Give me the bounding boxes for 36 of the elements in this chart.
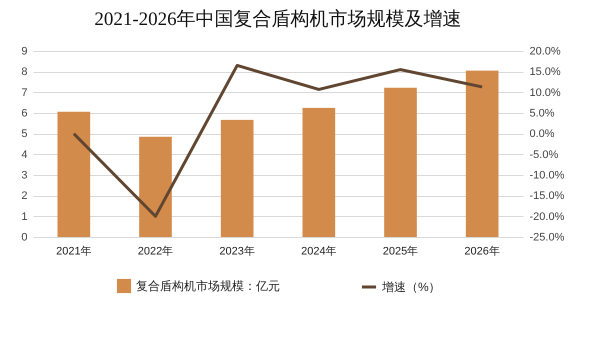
bar <box>384 88 417 237</box>
bar <box>220 120 254 237</box>
x-tick-label: 2021年 <box>56 246 92 258</box>
y-tick-label: 3 <box>21 170 28 182</box>
y-tick-label: 6 <box>21 108 28 120</box>
legend-label: 复合盾构机市场规模：亿元 <box>136 279 280 293</box>
y2-tick-label: 0.0% <box>530 128 555 140</box>
y2-tick-label: -15.0% <box>530 190 565 202</box>
y2-tick-label: 5.0% <box>530 108 555 120</box>
y2-tick-label: -5.0% <box>530 148 558 161</box>
y-tick-label: 0 <box>21 232 28 244</box>
y-tick-label: 1 <box>21 210 28 223</box>
y-tick-label: 2 <box>21 190 28 202</box>
x-tick-label: 2022年 <box>138 246 174 258</box>
y-tick-label: 8 <box>21 66 28 78</box>
x-tick-label: 2023年 <box>219 246 255 258</box>
y-tick-label: 9 <box>21 46 28 58</box>
y2-tick-label: 20.0% <box>530 46 561 58</box>
y2-tick-label: 10.0% <box>530 86 561 99</box>
bar <box>302 108 336 237</box>
y-tick-label: 4 <box>21 148 28 161</box>
y2-tick-label: -10.0% <box>530 170 565 182</box>
bar <box>58 112 90 237</box>
chart-title: 2021-2026年中国复合盾构机市场规模及增速 <box>94 8 462 30</box>
y2-tick-label: 15.0% <box>530 66 561 78</box>
x-tick-label: 2025年 <box>382 246 418 258</box>
bar <box>466 70 498 237</box>
line-series <box>72 64 484 218</box>
y-tick-label: 7 <box>21 86 28 99</box>
legend-label: 增速（%） <box>381 280 441 294</box>
x-tick-label: 2026年 <box>464 246 500 258</box>
y2-tick-label: -25.0% <box>530 232 565 244</box>
y2-tick-label: -20.0% <box>530 210 565 223</box>
x-tick-label: 2024年 <box>301 246 337 258</box>
y-tick-label: 5 <box>21 128 28 140</box>
bar <box>139 136 172 237</box>
